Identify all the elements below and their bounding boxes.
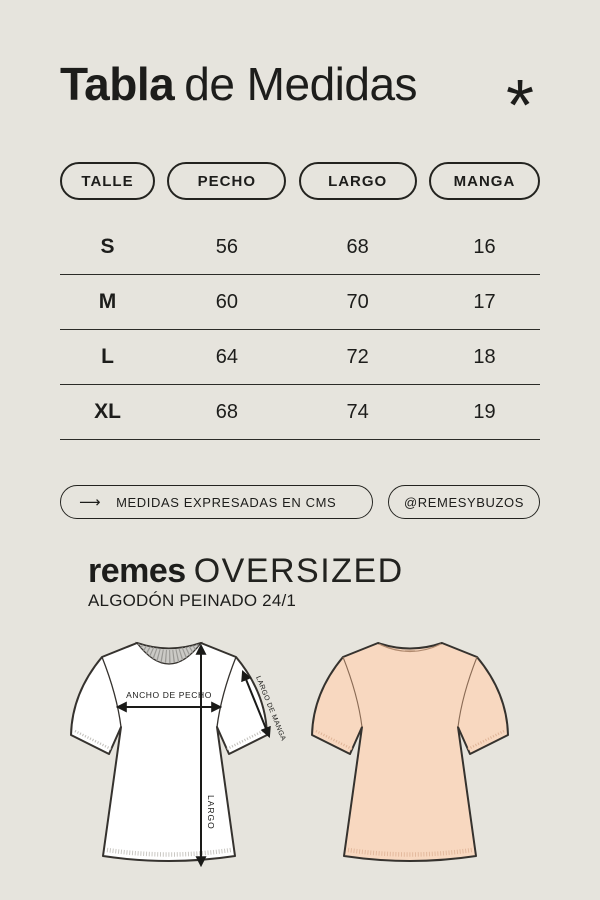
hem-stitch <box>347 847 473 857</box>
pecho-cell: 56 <box>215 235 238 258</box>
front-shirt-outline <box>70 642 268 862</box>
back-shirt-outline <box>311 642 509 862</box>
column-pill-talle: TALLE <box>60 162 155 200</box>
sleeve-length-arrow <box>241 669 271 739</box>
manga-cell: 17 <box>473 290 496 313</box>
cuff-stitch <box>226 729 264 751</box>
fabric-label: ALGODÓN PEINADO 24/1 <box>88 591 297 610</box>
brand-logo: remes <box>88 552 186 590</box>
measures-note-pill: ⟶ MEDIDAS EXPRESADAS EN CMS <box>60 485 373 519</box>
collar-ribbing-hatch <box>137 643 201 663</box>
header: Tabla de Medidas * <box>60 57 534 146</box>
tshirt-front-diagram: ANCHO DE PECHO LARGO LARGO DE MANGA <box>70 641 287 868</box>
largo-cell: 74 <box>346 400 369 423</box>
hem-stitch <box>106 847 232 857</box>
pecho-cell: 68 <box>215 400 238 423</box>
tshirt-diagrams: ANCHO DE PECHO LARGO LARGO DE MANGA <box>60 635 540 880</box>
size-cell: M <box>98 290 117 313</box>
table-row-s: S 56 68 16 <box>60 220 540 275</box>
column-pill-largo: LARGO <box>298 162 417 200</box>
size-cell: S <box>100 235 115 258</box>
pecho-cell: 60 <box>215 290 238 313</box>
long-arrow-icon: ⟶ <box>79 494 102 511</box>
largo-cell: 72 <box>346 345 369 368</box>
table-row-l: L 64 72 18 <box>60 330 540 385</box>
page-title-regular: de Medidas <box>184 58 418 110</box>
tshirt-back-diagram <box>311 642 509 862</box>
instagram-handle-label: @REMESYBUZOS <box>403 494 525 510</box>
chest-width-label: ANCHO DE PECHO <box>126 690 212 700</box>
page-title: Tabla de Medidas <box>60 57 418 111</box>
size-cell: L <box>101 345 114 368</box>
instagram-handle-pill: @REMESYBUZOS <box>388 485 540 519</box>
product-fit-label: OVERSIZED <box>193 552 404 590</box>
manga-cell: 16 <box>473 235 496 258</box>
size-cell: XL <box>94 400 121 423</box>
armhole-seam <box>457 656 478 728</box>
table-row-xl: XL 68 74 19 <box>60 385 540 440</box>
column-pill-manga: MANGA <box>428 162 540 200</box>
product-title: remes OVERSIZED <box>88 553 540 589</box>
column-header-row: TALLE PECHO LARGO MANGA <box>60 162 540 200</box>
measures-note-label: MEDIDAS EXPRESADAS EN CMS <box>116 494 337 510</box>
armhole-seam <box>216 656 237 728</box>
measurements-table: S 56 68 16 M 60 70 17 L 64 72 18 XL 68 7… <box>60 220 540 440</box>
cuff-stitch <box>467 729 505 751</box>
size-guide-page: Tabla de Medidas * TALLE PECHO LARGO MANG… <box>0 52 600 900</box>
page-title-bold: Tabla <box>60 58 175 110</box>
table-row-m: M 60 70 17 <box>60 275 540 330</box>
manga-cell: 18 <box>473 345 496 368</box>
pecho-cell: 64 <box>215 345 238 368</box>
length-label: LARGO <box>206 795 216 830</box>
manga-cell: 19 <box>473 400 496 423</box>
product-info: remes OVERSIZED ALGODÓN PEINADO 24/1 <box>88 553 540 611</box>
armhole-seam <box>342 656 363 728</box>
notes-row: ⟶ MEDIDAS EXPRESADAS EN CMS @REMESYBUZOS <box>60 485 540 519</box>
column-pill-pecho: PECHO <box>167 162 287 200</box>
largo-cell: 68 <box>346 235 369 258</box>
armhole-seam <box>101 656 122 728</box>
cuff-stitch <box>315 729 353 751</box>
cuff-stitch <box>74 729 112 751</box>
largo-cell: 70 <box>346 290 369 313</box>
